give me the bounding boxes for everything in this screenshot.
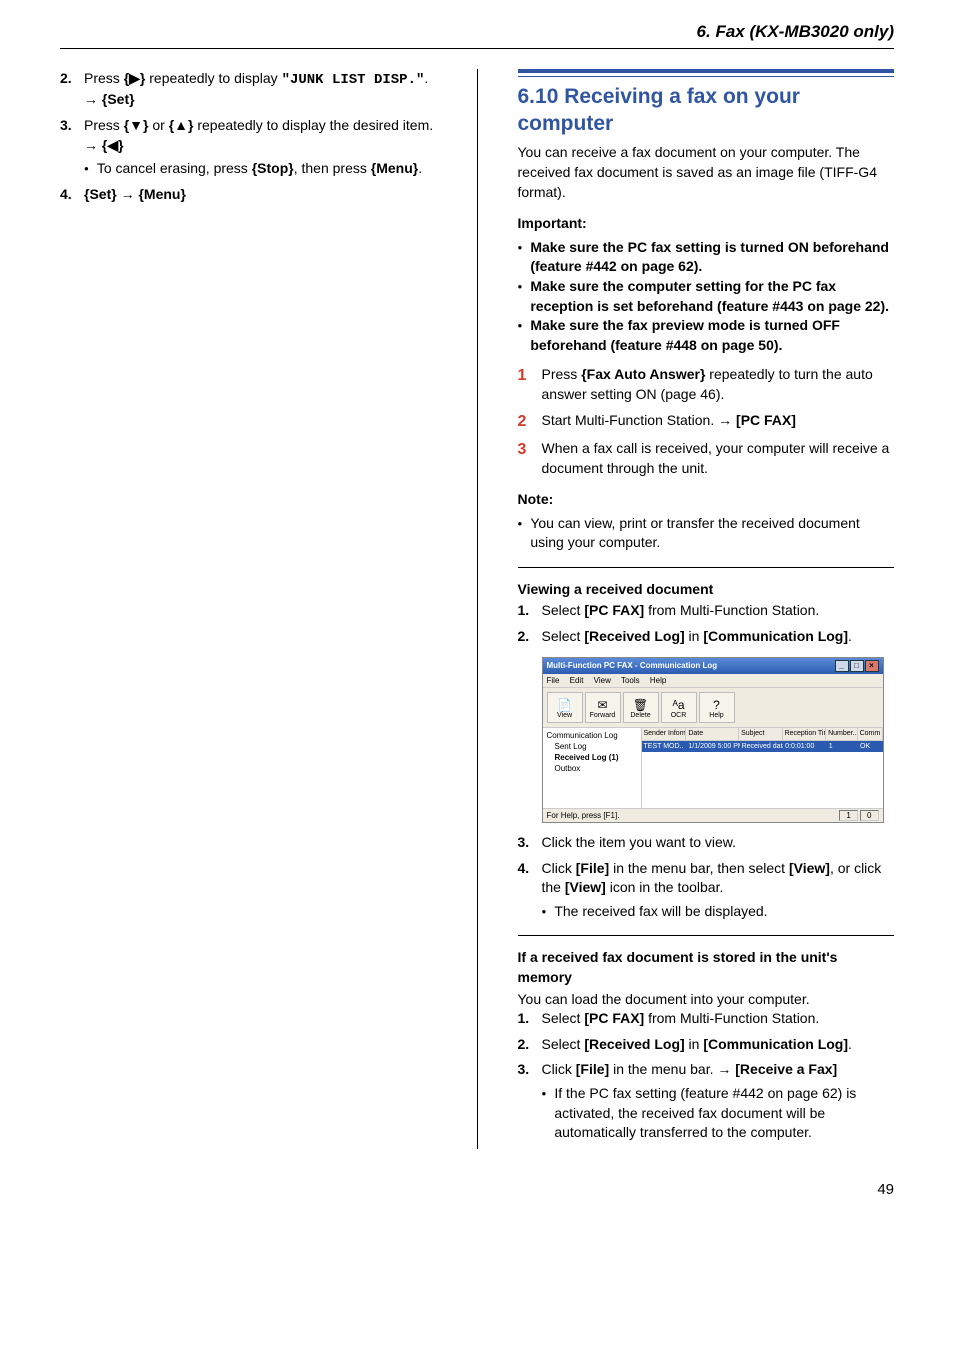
left-column: 2. Press {▶} repeatedly to display "JUNK…	[60, 69, 437, 1149]
ss-body: Communication Log Sent Log Received Log …	[543, 728, 883, 808]
section-intro: You can receive a fax document on your c…	[518, 143, 895, 202]
left-step-2: 2. Press {▶} repeatedly to display "JUNK…	[60, 69, 437, 110]
ss-btn-help: ?Help	[699, 692, 735, 723]
ss-menubar: File Edit View Tools Help	[543, 674, 883, 688]
important-list: Make sure the PC fax setting is turned O…	[518, 238, 895, 356]
ss-btn-ocr: ᴬaOCR	[661, 692, 697, 723]
ss-btn-delete: 🗑Delete	[623, 692, 659, 723]
divider-2	[518, 935, 895, 936]
ss-statusbar: For Help, press [F1]. 1 0	[543, 808, 883, 822]
column-divider	[477, 69, 478, 1149]
section-rule	[518, 69, 895, 77]
ss-tree: Communication Log Sent Log Received Log …	[543, 728, 642, 808]
important-label: Important:	[518, 214, 895, 234]
maximize-icon: □	[850, 660, 864, 672]
ss-titlebar: Multi-Function PC FAX - Communication Lo…	[543, 658, 883, 674]
divider-1	[518, 567, 895, 568]
two-column-layout: 2. Press {▶} repeatedly to display "JUNK…	[60, 69, 894, 1149]
sub1-steps: 1. Select [PC FAX] from Multi-Function S…	[518, 601, 895, 646]
ss-btn-forward: ✉Forward	[585, 692, 621, 723]
main-steps: 1 Press {Fax Auto Answer} repeatedly to …	[518, 365, 895, 478]
left-step-list: 2. Press {▶} repeatedly to display "JUNK…	[60, 69, 437, 205]
ss-list-row: TEST MOD..1/1/2009 5:00 PMReceived data0…	[642, 741, 883, 753]
screenshot-comm-log: Multi-Function PC FAX - Communication Lo…	[542, 657, 884, 823]
sub1-title: Viewing a received document	[518, 580, 895, 600]
sub2-steps: 1. Select [PC FAX] from Multi-Function S…	[518, 1009, 895, 1143]
sub1-steps-after: 3. Click the item you want to view. 4. C…	[518, 833, 895, 921]
main-step-3: 3 When a fax call is received, your comp…	[518, 439, 895, 478]
left-step-3: 3. Press {▼} or {▲} repeatedly to displa…	[60, 116, 437, 179]
ss-window-buttons: _□×	[834, 660, 879, 672]
main-step-1: 1 Press {Fax Auto Answer} repeatedly to …	[518, 365, 895, 404]
left-step-3-sub: To cancel erasing, press {Stop}, then pr…	[84, 159, 437, 179]
header-title: 6. Fax (KX-MB3020 only)	[697, 22, 894, 41]
note-list: You can view, print or transfer the rece…	[518, 514, 895, 553]
page-number: 49	[60, 1179, 894, 1200]
sub2-intro: You can load the document into your comp…	[518, 990, 895, 1010]
right-column: 6.10 Receiving a fax on your computer Yo…	[518, 69, 895, 1149]
close-icon: ×	[865, 660, 879, 672]
main-step-2: 2 Start Multi-Function Station. → [PC FA…	[518, 411, 895, 433]
note-label: Note:	[518, 490, 895, 510]
ss-toolbar: 📄View ✉Forward 🗑Delete ᴬaOCR ?Help	[543, 688, 883, 728]
ss-list-header: Sender Inform..DateSubjectReception Time…	[642, 728, 883, 741]
sub2-title: If a received fax document is stored in …	[518, 948, 895, 987]
minimize-icon: _	[835, 660, 849, 672]
left-step-4: 4. {Set} → {Menu}	[60, 185, 437, 205]
section-heading: 6.10 Receiving a fax on your computer	[518, 83, 895, 138]
page-header: 6. Fax (KX-MB3020 only)	[60, 20, 894, 49]
ss-btn-view: 📄View	[547, 692, 583, 723]
ss-list: Sender Inform..DateSubjectReception Time…	[642, 728, 883, 808]
